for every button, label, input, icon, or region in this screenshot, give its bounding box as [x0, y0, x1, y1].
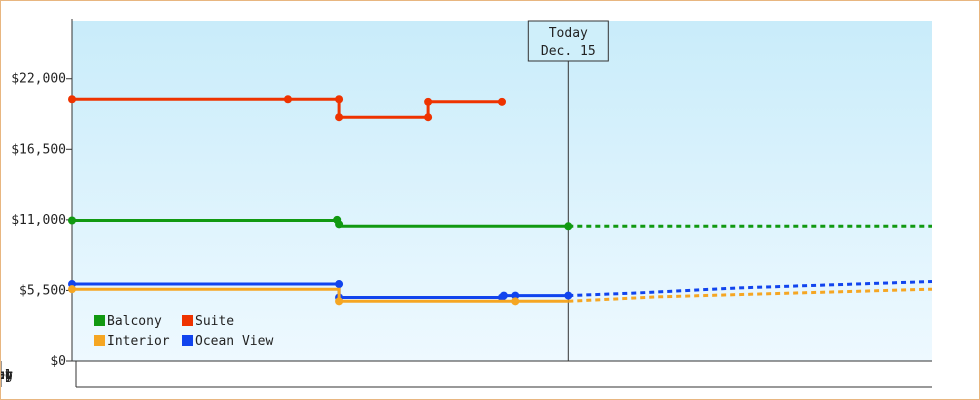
y-tick-label: $22,000: [11, 72, 66, 87]
x-tick-label: Feb: [1, 368, 13, 383]
data-point: [335, 220, 344, 229]
y-tick-label: $11,000: [11, 213, 66, 228]
y-axis: $0 $5,500 $11,000 $16,500 $22,000: [11, 19, 73, 369]
legend-label: Balcony: [107, 314, 162, 329]
data-point: [424, 113, 433, 122]
data-point: [335, 95, 344, 104]
today-marker: Today Dec. 15: [527, 20, 609, 361]
data-point: [499, 291, 508, 300]
x-tick-label: May: [1, 368, 13, 383]
x-tick-label: Aug: [1, 368, 13, 383]
series-interior: [68, 285, 933, 306]
series-suite: [68, 95, 506, 122]
x-tick-label: Mar: [1, 368, 13, 383]
data-point: [498, 97, 506, 106]
x-tick-label: Jun: [1, 368, 13, 383]
x-tick-label: Jan: [1, 368, 13, 383]
data-point: [68, 95, 76, 104]
y-tick-label: $16,500: [11, 142, 66, 157]
today-label-box: [527, 20, 609, 62]
series-projection: [568, 280, 933, 298]
legend-swatch: [94, 315, 105, 326]
legend-item: Ocean View: [182, 334, 273, 349]
data-point: [564, 222, 573, 231]
data-point: [335, 113, 344, 122]
data-point: [424, 97, 433, 106]
today-date-label: Dec. 15: [541, 44, 596, 59]
y-tick-label: $5,500: [19, 283, 66, 298]
data-point: [511, 291, 520, 300]
data-point: [335, 297, 344, 306]
x-tick-label: Dec: [1, 368, 13, 383]
data-point: [335, 280, 344, 289]
data-point: [68, 216, 76, 225]
legend-item: Suite: [182, 314, 234, 329]
x-axis: AprMayJunJulAugSepOctNovDecJanFebMarAprM…: [1, 360, 932, 388]
x-tick-label: Nov: [1, 368, 13, 383]
x-tick-label: May: [1, 368, 13, 383]
legend-label: Interior: [107, 334, 170, 349]
data-point: [68, 285, 76, 294]
series-balcony: [68, 215, 932, 231]
y-tick-label: $0: [50, 354, 66, 369]
legend-swatch: [94, 335, 105, 346]
plot-area: [72, 21, 932, 361]
today-label: Today: [549, 26, 588, 41]
legend-swatch: [182, 315, 193, 326]
x-tick-label: Oct: [1, 368, 13, 383]
x-tick-label: Apr: [1, 368, 13, 383]
x-tick-label: Apr: [1, 368, 13, 383]
data-point: [511, 297, 520, 306]
x-tick-label: Sep: [1, 368, 13, 383]
legend-swatch: [182, 335, 193, 346]
x-tick-label: Jun: [1, 368, 13, 383]
series-layer: [68, 95, 933, 306]
legend-item: Interior: [94, 334, 170, 349]
x-tick-label: Jul: [1, 368, 13, 383]
legend-item: Balcony: [94, 314, 162, 329]
series-projection: [568, 287, 933, 303]
data-point: [283, 95, 292, 104]
legend-label: Ocean View: [195, 334, 273, 349]
legend-label: Suite: [195, 314, 234, 329]
legend: Balcony Suite Interior Ocean View: [94, 314, 273, 349]
data-point: [564, 291, 573, 300]
